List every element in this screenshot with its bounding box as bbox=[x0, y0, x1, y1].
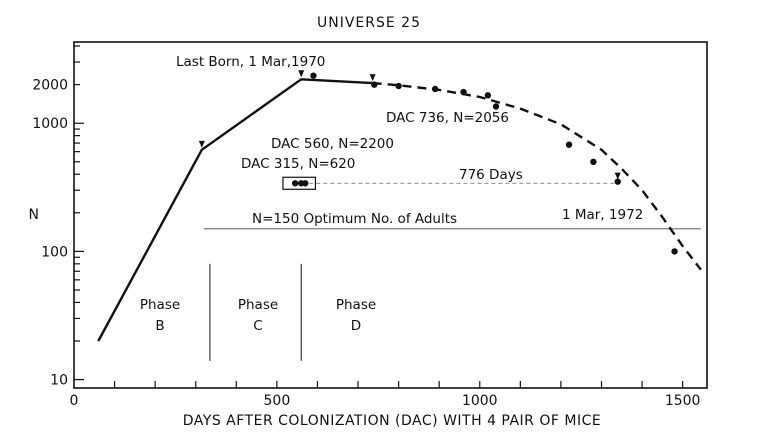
data-point-9 bbox=[590, 158, 597, 165]
y-tick-label-10: 10 bbox=[50, 373, 68, 389]
guide-lines bbox=[203, 176, 701, 361]
data-point-2 bbox=[371, 81, 378, 88]
annotation-dac-560: DAC 560, N=2200 bbox=[271, 136, 394, 152]
y-axis-label: N bbox=[29, 207, 40, 223]
data-point-6 bbox=[484, 92, 492, 99]
data-point-1 bbox=[310, 72, 317, 79]
x-tick-label-500: 500 bbox=[264, 393, 291, 409]
population-growth-curve bbox=[97, 78, 373, 342]
data-point-4 bbox=[431, 85, 439, 93]
x-tick-label-0: 0 bbox=[70, 393, 79, 409]
plot-frame bbox=[73, 41, 708, 389]
phase-c-title: Phase bbox=[238, 297, 278, 313]
phase-d-letter: D bbox=[351, 318, 361, 334]
data-point-5 bbox=[460, 88, 467, 96]
data-point-3 bbox=[395, 82, 402, 90]
phase-b-letter: B bbox=[155, 318, 164, 334]
annotation-optimum-adults: N=150 Optimum No. of Adults bbox=[252, 211, 457, 227]
data-point-7 bbox=[492, 103, 500, 110]
data-point-12 bbox=[291, 180, 299, 187]
x-axis-label: DAYS AFTER COLONIZATION (DAC) WITH 4 PAI… bbox=[183, 413, 601, 429]
annotation-last-born: Last Born, 1 Mar,1970 bbox=[176, 54, 325, 70]
annotation-arrow-2 bbox=[298, 70, 305, 78]
phase-c-letter: C bbox=[253, 318, 262, 334]
annotation-arrow-1 bbox=[198, 140, 205, 148]
annotation-776-days: 776 Days bbox=[459, 167, 523, 183]
annotation-arrow-3 bbox=[369, 74, 376, 82]
data-point-10 bbox=[614, 178, 621, 185]
chart-title: UNIVERSE 25 bbox=[317, 15, 421, 31]
x-tick-label-1500: 1500 bbox=[665, 393, 701, 409]
points-layer bbox=[198, 70, 678, 255]
annotation-dac-315: DAC 315, N=620 bbox=[241, 156, 355, 172]
axis-tick-labels: 0 500 1000 1500 10 100 1000 2000 bbox=[32, 78, 700, 409]
annotation-arrow-4 bbox=[614, 172, 621, 180]
data-point-11 bbox=[671, 248, 678, 255]
y-tick-label-1000: 1000 bbox=[32, 116, 68, 132]
annotation-dac-736: DAC 736, N=2056 bbox=[386, 110, 509, 126]
dac-560-box bbox=[282, 176, 317, 190]
data-point-14 bbox=[302, 180, 309, 187]
data-point-8 bbox=[565, 141, 573, 148]
axis-ticks bbox=[74, 45, 684, 388]
phase-b-title: Phase bbox=[140, 297, 180, 313]
phase-d-title: Phase bbox=[336, 297, 376, 313]
annotation-mar-1972: 1 Mar, 1972 bbox=[562, 207, 643, 223]
y-tick-label-2000: 2000 bbox=[32, 78, 68, 94]
x-tick-label-1000: 1000 bbox=[462, 393, 498, 409]
y-tick-label-100: 100 bbox=[41, 244, 68, 260]
